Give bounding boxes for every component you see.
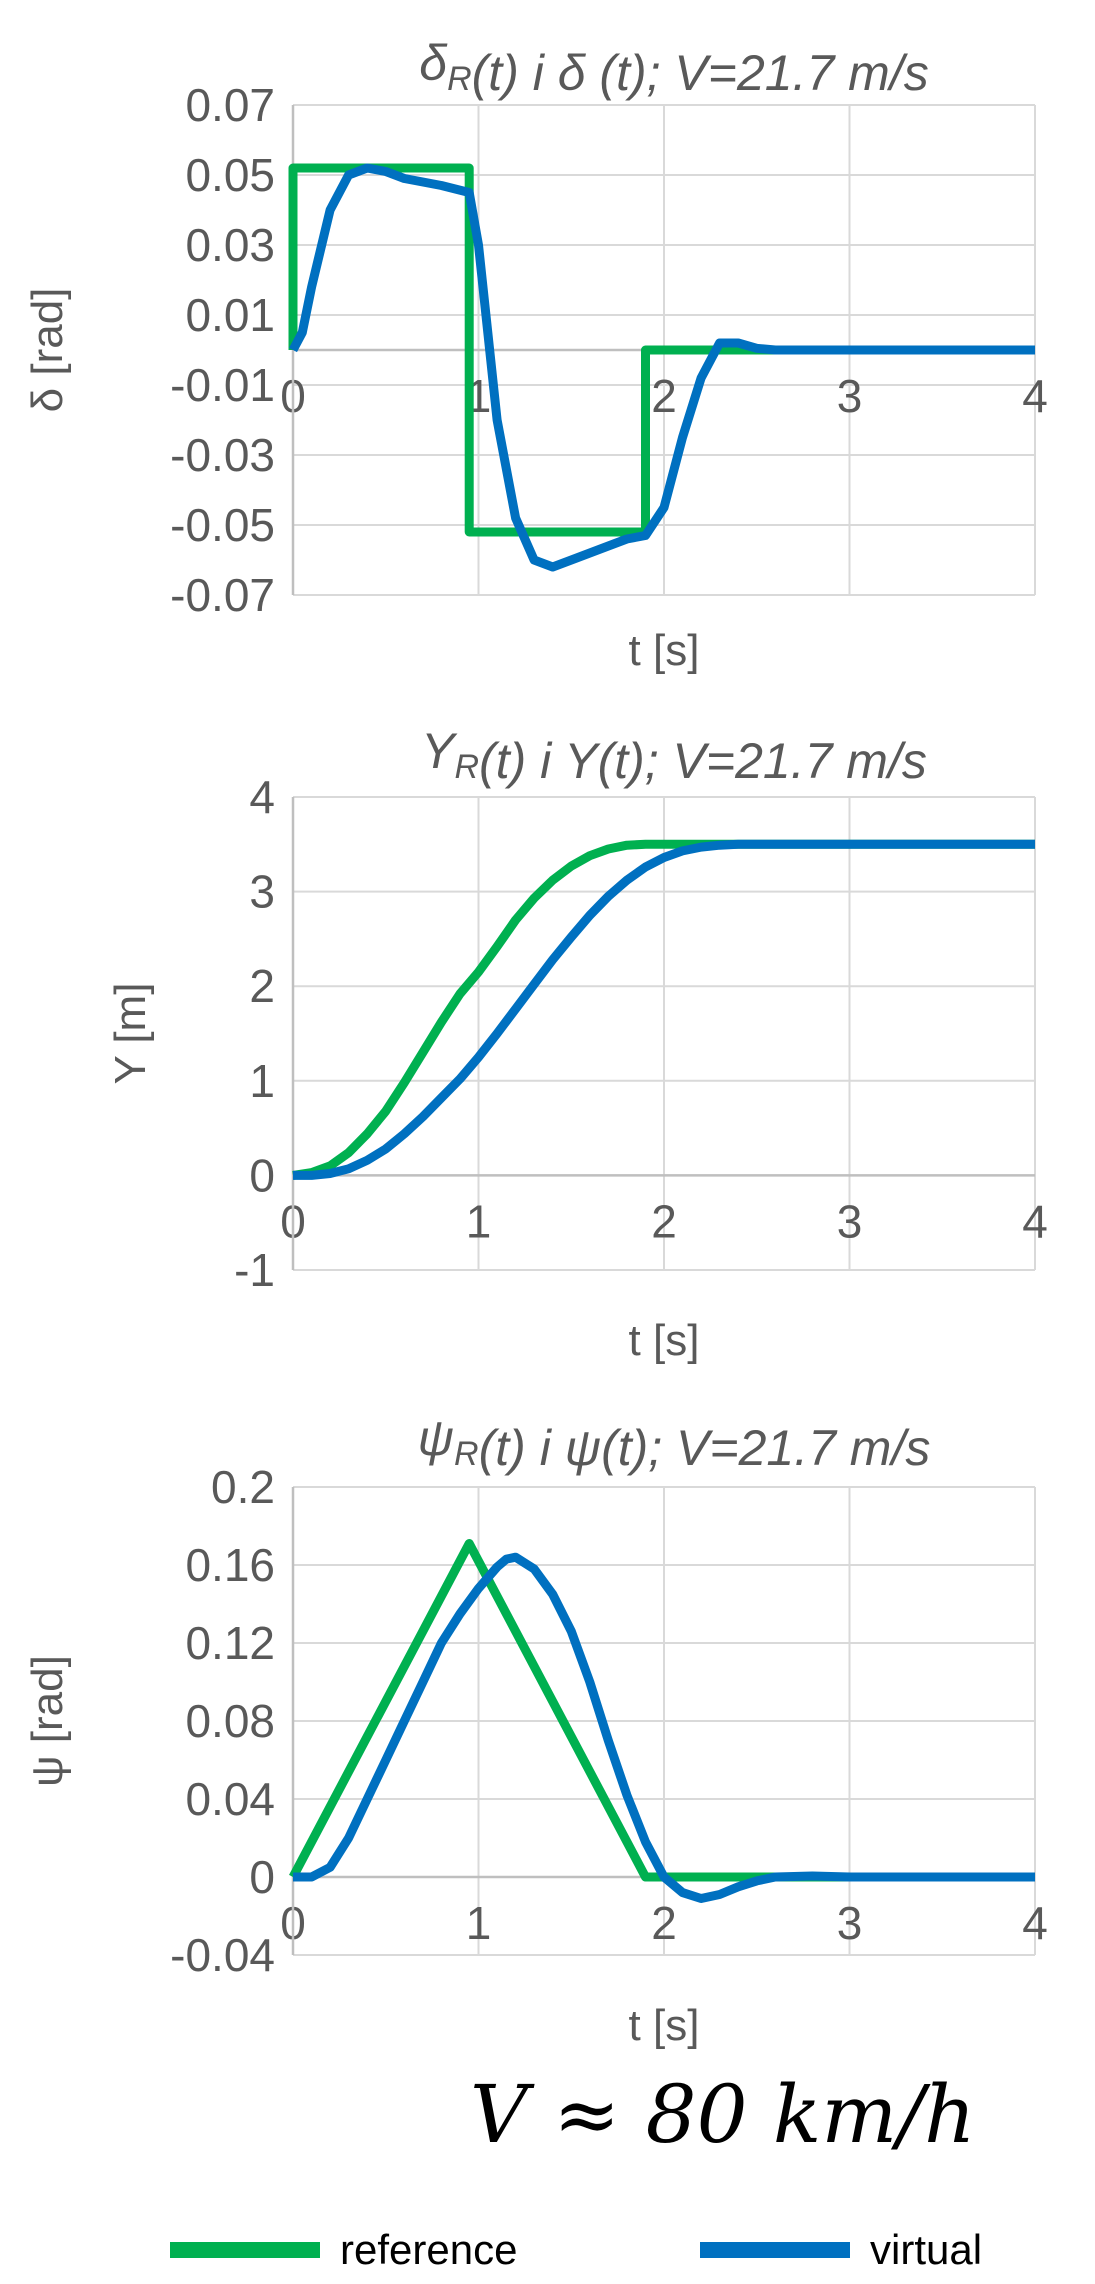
y-tick-label: 1 [249, 1055, 275, 1107]
y-tick-label: -1 [234, 1244, 275, 1296]
y-tick-label: 0 [249, 1149, 275, 1201]
y-tick-label: 0 [249, 1851, 275, 1903]
legend-label-virtual: virtual [870, 2226, 983, 2273]
x-tick-label: 4 [1022, 1195, 1048, 1247]
title-text: (t) i Y(t); V=21.7 m/s [479, 733, 927, 789]
legend-swatch-reference [170, 2242, 320, 2258]
series-line-virtual [293, 839, 1035, 1180]
title-text: (t) i δ (t); V=21.7 m/s [472, 45, 929, 101]
chart-title: ψR(t) i ψ(t); V=21.7 m/s [418, 1410, 931, 1476]
title-subscript: R [447, 60, 472, 98]
series-line-reference [292, 839, 1035, 1180]
x-tick-label: 2 [651, 1897, 677, 1949]
y-axis-label: ψ [rad] [23, 1655, 72, 1787]
y-tick-label: 0.05 [185, 149, 275, 201]
title-text: ψ [418, 1410, 454, 1466]
y-tick-label: 0.03 [185, 219, 275, 271]
x-tick-label: 2 [651, 1195, 677, 1247]
y-tick-label: 3 [249, 866, 275, 918]
y-tick-label: 0.07 [185, 79, 275, 131]
y-axis-label: δ [rad] [23, 288, 72, 413]
legend-swatch-virtual [700, 2242, 850, 2258]
series-line-virtual [289, 163, 1035, 572]
y-tick-label: -0.07 [170, 569, 275, 621]
x-axis-label: t [s] [629, 2001, 700, 2050]
title-text: δ [419, 35, 448, 91]
title-subscript: R [454, 1435, 479, 1473]
legend-label-reference: reference [340, 2226, 518, 2273]
chart-yaw-angle: 0.20.160.120.080.040-0.040 1 2 3 4ψR(t) i ψ(… [23, 1410, 1048, 2050]
title-subscript: R [454, 748, 479, 786]
y-tick-label: -0.05 [170, 499, 275, 551]
y-tick-label: 4 [249, 771, 275, 823]
y-tick-label: 0.16 [185, 1539, 275, 1591]
x-tick-label: 4 [1022, 1897, 1048, 1949]
title-text: Y [421, 723, 458, 779]
title-text: (t) i ψ(t); V=21.7 m/s [479, 1420, 931, 1476]
y-tick-label: 0.12 [185, 1617, 275, 1669]
x-axis-label: t [s] [629, 626, 700, 675]
y-tick-label: 2 [249, 960, 275, 1012]
speed-label: V ≈ 80 km/h [470, 2068, 976, 2161]
y-tick-label: 0.01 [185, 289, 275, 341]
x-axis-label: t [s] [629, 1316, 700, 1365]
y-tick-label: -0.01 [170, 359, 275, 411]
chart-title: YR(t) i Y(t); V=21.7 m/s [421, 723, 927, 789]
x-tick-label: 4 [1022, 370, 1048, 422]
legend-item-reference: reference [170, 2225, 517, 2275]
y-tick-label: 0.08 [185, 1695, 275, 1747]
y-tick-label: 0.2 [211, 1461, 275, 1513]
y-tick-label: -0.04 [170, 1929, 275, 1981]
x-tick-label: 3 [837, 370, 863, 422]
x-tick-label: 2 [651, 370, 677, 422]
y-tick-label: 0.04 [185, 1773, 275, 1825]
x-tick-label: 1 [466, 1897, 492, 1949]
legend-item-virtual: virtual [700, 2225, 982, 2275]
x-tick-label: 3 [837, 1195, 863, 1247]
x-tick-label: 3 [837, 1897, 863, 1949]
series-line-virtual [293, 1552, 1035, 1903]
x-tick-label: 1 [466, 1195, 492, 1247]
series-line-reference [288, 163, 1035, 537]
chart-title: δR(t) i δ (t); V=21.7 m/s [419, 35, 928, 101]
y-tick-label: -0.03 [170, 429, 275, 481]
chart-steering-angle: 0.070.050.030.01-0.01-0.03-0.05-0.070 1 2 3… [23, 35, 1048, 675]
y-axis-label: Y [m] [106, 983, 155, 1085]
